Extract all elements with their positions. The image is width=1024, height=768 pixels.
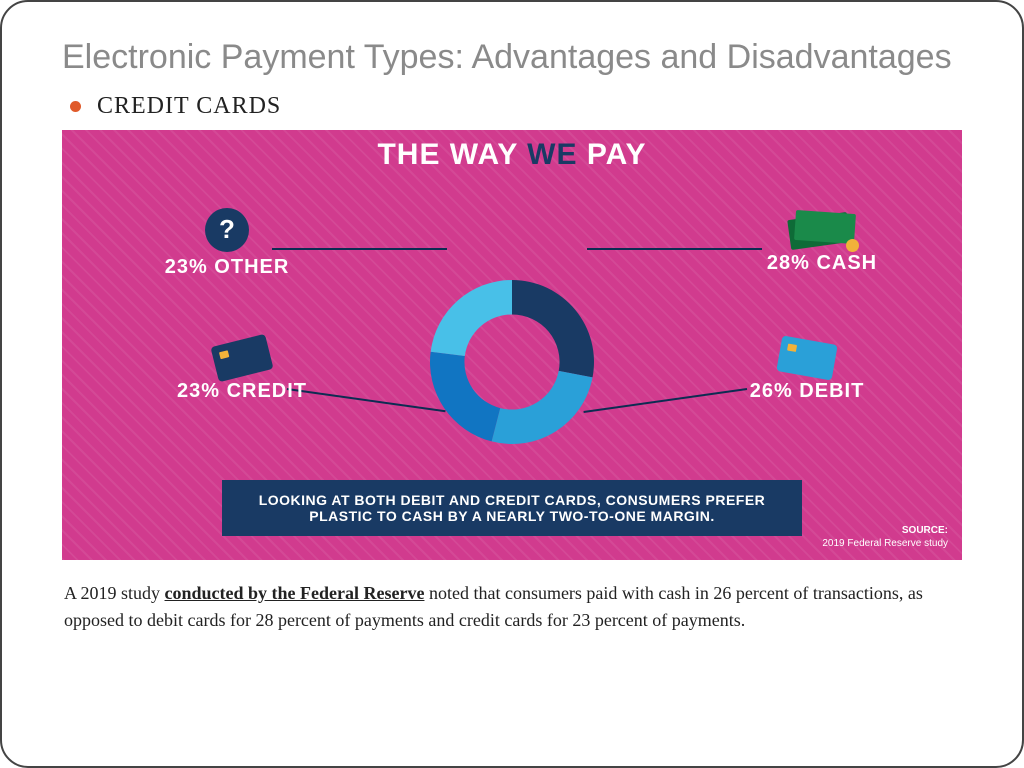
pct-other: 23% OTHER bbox=[152, 256, 302, 279]
slide-title: Electronic Payment Types: Advantages and… bbox=[62, 36, 962, 79]
question-icon: ? bbox=[205, 208, 249, 252]
pct-debit: 26% DEBIT bbox=[722, 380, 892, 403]
bullet-row: CREDIT CARDS bbox=[70, 93, 982, 120]
slide: Electronic Payment Types: Advantages and… bbox=[0, 0, 1024, 768]
title-suffix: PAY bbox=[578, 138, 647, 171]
connector-cash bbox=[587, 248, 762, 250]
donut-slice-debit bbox=[492, 371, 593, 444]
callout-debit: 26% DEBIT bbox=[722, 340, 892, 403]
donut-slice-credit bbox=[430, 351, 500, 441]
pct-credit: 23% CREDIT bbox=[162, 380, 322, 403]
callout-credit: 23% CREDIT bbox=[162, 340, 322, 403]
donut-slice-cash bbox=[512, 280, 594, 377]
cash-icon bbox=[789, 210, 855, 248]
title-we: WE bbox=[527, 138, 577, 171]
credit-card-icon bbox=[210, 333, 273, 381]
infographic-title: THE WAY WE PAY bbox=[62, 138, 962, 172]
infographic-banner: LOOKING AT BOTH DEBIT AND CREDIT CARDS, … bbox=[222, 480, 802, 536]
source-text: 2019 Federal Reserve study bbox=[822, 538, 948, 549]
source-label: SOURCE: bbox=[902, 525, 948, 536]
callout-cash: 28% CASH bbox=[742, 210, 902, 275]
infographic-panel: THE WAY WE PAY ? 23% OTHER 28% CASH 23% … bbox=[62, 130, 962, 560]
pct-cash: 28% CASH bbox=[742, 252, 902, 275]
bullet-dot-icon bbox=[70, 101, 81, 112]
callout-other: ? 23% OTHER bbox=[152, 208, 302, 279]
infographic-source: SOURCE: 2019 Federal Reserve study bbox=[822, 524, 948, 550]
bullet-label: CREDIT CARDS bbox=[97, 93, 281, 120]
caption-underlined: conducted by the Federal Reserve bbox=[165, 583, 425, 603]
caption-paragraph: A 2019 study conducted by the Federal Re… bbox=[64, 580, 960, 634]
donut-slice-other bbox=[431, 280, 512, 356]
title-prefix: THE WAY bbox=[377, 138, 527, 171]
donut-chart bbox=[427, 277, 597, 447]
debit-card-icon bbox=[776, 335, 837, 380]
caption-pre: A 2019 study bbox=[64, 583, 165, 603]
